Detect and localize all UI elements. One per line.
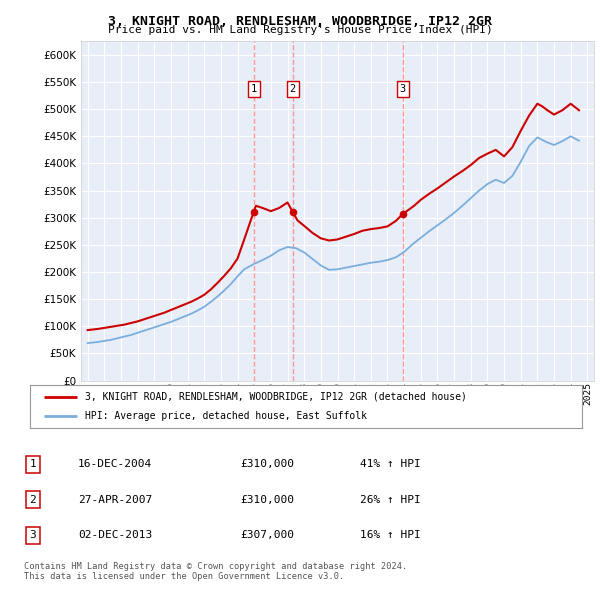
Text: 41% ↑ HPI: 41% ↑ HPI [360,460,421,469]
Text: 2: 2 [29,495,37,504]
Text: 26% ↑ HPI: 26% ↑ HPI [360,495,421,504]
Text: 3, KNIGHT ROAD, RENDLESHAM, WOODBRIDGE, IP12 2GR (detached house): 3, KNIGHT ROAD, RENDLESHAM, WOODBRIDGE, … [85,392,467,402]
Text: 3: 3 [400,84,406,94]
Text: 1: 1 [29,460,37,469]
Text: HPI: Average price, detached house, East Suffolk: HPI: Average price, detached house, East… [85,411,367,421]
Text: £307,000: £307,000 [240,530,294,540]
Text: 16% ↑ HPI: 16% ↑ HPI [360,530,421,540]
Text: £310,000: £310,000 [240,495,294,504]
Text: 02-DEC-2013: 02-DEC-2013 [78,530,152,540]
Text: 16-DEC-2004: 16-DEC-2004 [78,460,152,469]
Text: 27-APR-2007: 27-APR-2007 [78,495,152,504]
Text: Contains HM Land Registry data © Crown copyright and database right 2024.
This d: Contains HM Land Registry data © Crown c… [24,562,407,581]
Text: 2: 2 [290,84,296,94]
Text: 3, KNIGHT ROAD, RENDLESHAM, WOODBRIDGE, IP12 2GR: 3, KNIGHT ROAD, RENDLESHAM, WOODBRIDGE, … [108,15,492,28]
Text: Price paid vs. HM Land Registry's House Price Index (HPI): Price paid vs. HM Land Registry's House … [107,25,493,35]
Text: £310,000: £310,000 [240,460,294,469]
Text: 1: 1 [250,84,257,94]
Text: 3: 3 [29,530,37,540]
